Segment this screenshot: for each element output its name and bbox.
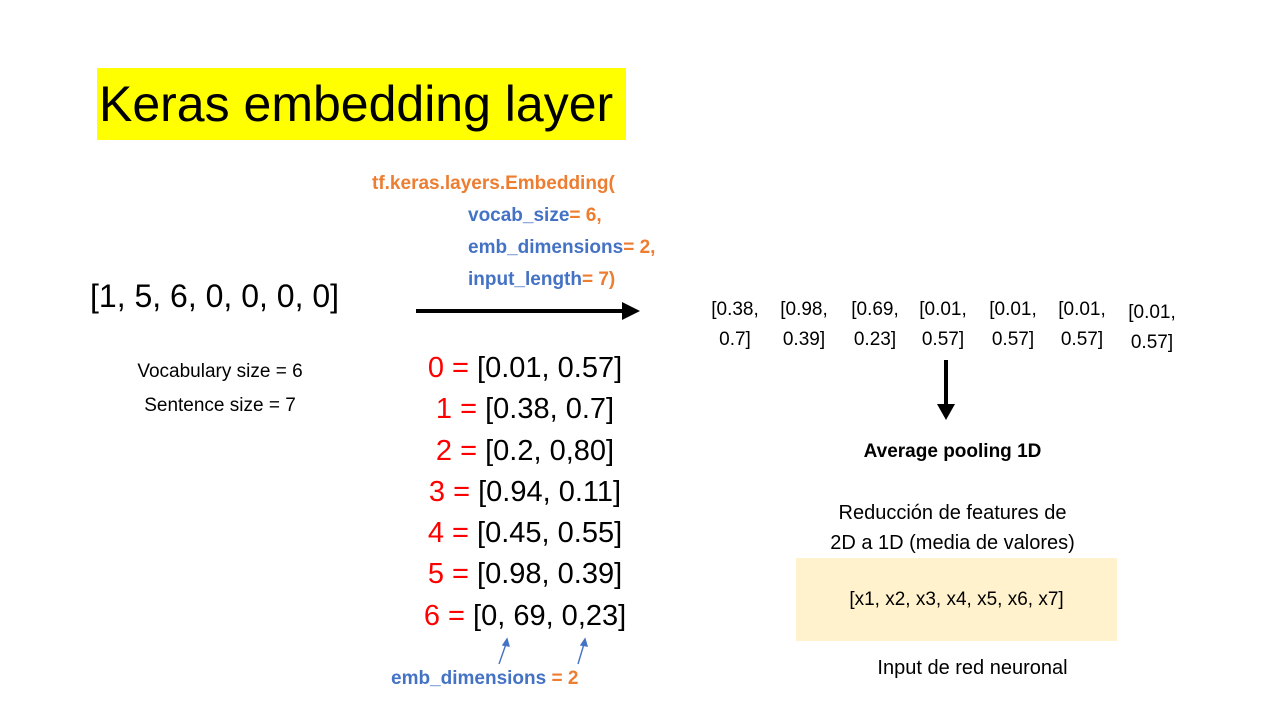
pointer-arrows-icon	[498, 637, 588, 665]
row-equals: =	[452, 393, 486, 426]
code-arg-value: = 7)	[581, 269, 616, 290]
down-arrow-icon	[937, 360, 955, 420]
row-index: 1	[435, 393, 453, 426]
row-equals: =	[443, 558, 478, 591]
code-arg-emb-dimensions: emb_dimensions= 2,	[372, 232, 655, 264]
vector-line: 0.23]	[853, 329, 897, 350]
right-arrow-icon	[416, 302, 640, 320]
row-index: 2	[435, 434, 453, 467]
pooling-description-line: Reducción de features de	[838, 502, 1067, 524]
emb-note-value: = 2	[551, 668, 579, 689]
vector-line: [0.01,	[1128, 302, 1176, 323]
vector-line: 0.57]	[921, 329, 965, 350]
slide-title: Keras embedding layer	[97, 68, 626, 140]
average-pooling-label: Average pooling 1D	[863, 441, 1042, 462]
row-vector: [0.98, 0.39]	[477, 558, 623, 591]
vector-line: [0.01,	[989, 299, 1037, 320]
code-arg-value: = 2,	[623, 237, 656, 258]
vector-line: 0.57]	[991, 329, 1035, 350]
embedding-row-0: 0 = [0.01, 0.57]	[380, 348, 670, 389]
embedding-row-1: 1 = [0.38, 0.7]	[380, 389, 670, 430]
output-vector-3: [0.69, 0.23]	[840, 295, 910, 355]
vector-line: [0.38,	[711, 299, 759, 320]
output-vector-2: [0.98, 0.39]	[769, 295, 839, 355]
vector-line: 0.39]	[782, 329, 826, 350]
row-vector: [0.2, 0,80]	[485, 434, 615, 467]
vector-line: 0.57]	[1060, 329, 1104, 350]
vector-line: [0.69,	[851, 299, 899, 320]
input-info: Vocabulary size = 6 Sentence size = 7	[100, 355, 340, 423]
embedding-code: tf.keras.layers.Embedding( vocab_size= 6…	[372, 168, 655, 296]
pooling-description: Reducción de features de 2D a 1D (media …	[790, 498, 1115, 558]
row-index: 3	[428, 475, 446, 508]
code-arg-name: vocab_size	[468, 205, 570, 226]
output-vector-7: [0.01, 0.57]	[1117, 298, 1187, 358]
code-arg-name: emb_dimensions	[468, 237, 624, 258]
output-vector-1: [0.38, 0.7]	[700, 295, 770, 355]
code-arg-name: input_length	[468, 269, 582, 290]
vocabulary-size-label: Vocabulary size = 6	[137, 361, 303, 382]
row-equals: =	[445, 475, 479, 508]
network-input-caption: Input de red neuronal	[877, 657, 1068, 679]
pooling-description-line: 2D a 1D (media de valores)	[830, 532, 1075, 554]
sentence-size-label: Sentence size = 7	[144, 395, 296, 416]
embedding-row-2: 2 = [0.2, 0,80]	[380, 431, 670, 472]
row-index: 4	[427, 517, 444, 550]
vector-line: 0.7]	[719, 329, 751, 350]
code-arg-value: = 6,	[569, 205, 602, 226]
row-vector: [0, 69, 0,23]	[473, 599, 627, 632]
embedding-row-4: 4 = [0.45, 0.55]	[380, 513, 670, 554]
row-equals: =	[443, 352, 478, 384]
embedding-row-6: 6 = [0, 69, 0,23]	[380, 596, 670, 637]
row-vector: [0.94, 0.11]	[478, 475, 622, 508]
vector-line: [0.01,	[919, 299, 967, 320]
embedding-row-3: 3 = [0.94, 0.11]	[380, 472, 670, 513]
code-arg-input-length: input_length= 7)	[372, 264, 655, 296]
pooled-result-box: [x1, x2, x3, x4, x5, x6, x7]	[796, 558, 1117, 641]
row-index: 5	[427, 558, 444, 591]
row-vector: [0.38, 0.7]	[485, 393, 615, 426]
code-call: tf.keras.layers.Embedding(	[372, 173, 615, 194]
input-sequence: [1, 5, 6, 0, 0, 0, 0]	[90, 278, 340, 314]
row-vector: [0.01, 0.57]	[477, 352, 623, 384]
pooled-result-vector: [x1, x2, x3, x4, x5, x6, x7]	[849, 588, 1064, 610]
row-equals: =	[439, 599, 474, 632]
embedding-table: 0 = [0.01, 0.57] 1 = [0.38, 0.7] 2 = [0.…	[380, 348, 670, 637]
vector-line: 0.57]	[1130, 332, 1174, 353]
emb-dimensions-note: emb_dimensions = 2	[391, 668, 578, 690]
output-vector-5: [0.01, 0.57]	[978, 295, 1048, 355]
vector-line: [0.01,	[1058, 299, 1106, 320]
row-vector: [0.45, 0.55]	[477, 517, 623, 550]
emb-note-name: emb_dimensions	[391, 668, 547, 689]
row-equals: =	[452, 434, 486, 467]
embedding-row-5: 5 = [0.98, 0.39]	[380, 554, 670, 595]
row-equals: =	[443, 517, 478, 550]
output-vector-6: [0.01, 0.57]	[1047, 295, 1117, 355]
code-arg-vocab-size: vocab_size= 6,	[372, 200, 655, 232]
vector-line: [0.98,	[780, 299, 828, 320]
row-index: 6	[423, 599, 440, 632]
output-vector-4: [0.01, 0.57]	[908, 295, 978, 355]
row-index: 0	[427, 352, 444, 384]
